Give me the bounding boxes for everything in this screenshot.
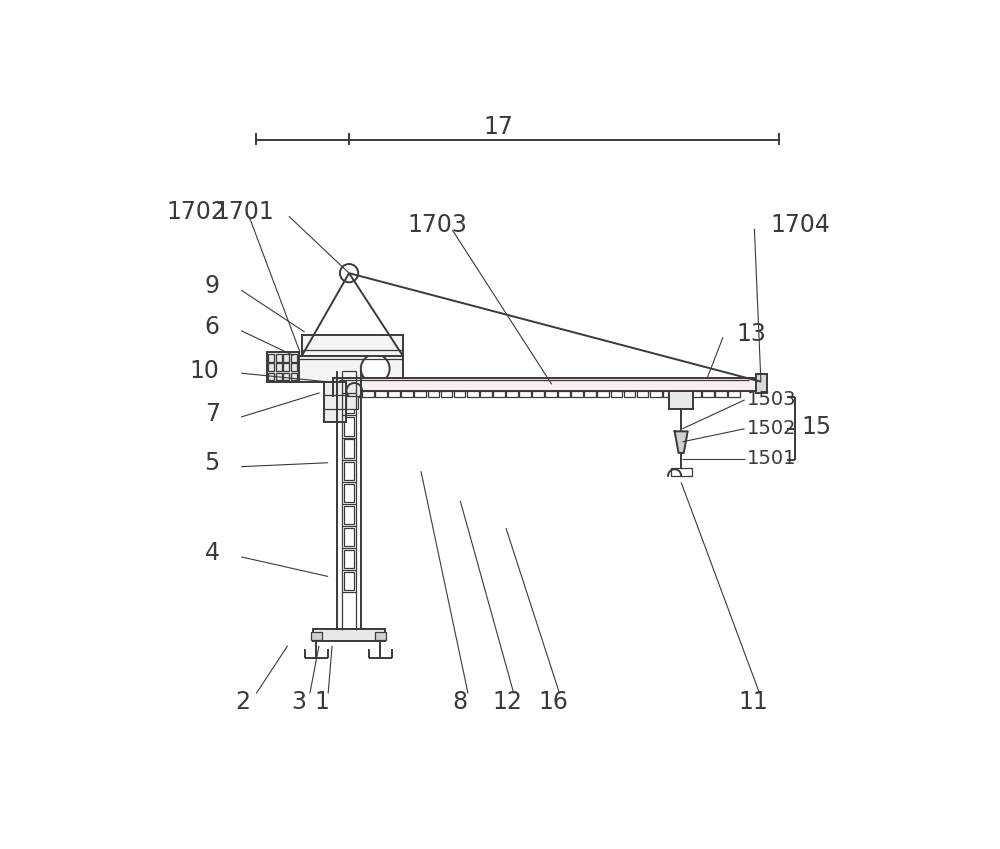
Bar: [276, 363, 282, 371]
Polygon shape: [675, 431, 688, 453]
Text: 16: 16: [538, 690, 568, 714]
Text: 1704: 1704: [771, 213, 831, 237]
Bar: [283, 373, 289, 380]
Bar: [756, 374, 767, 393]
Bar: [650, 391, 662, 397]
Bar: [333, 396, 345, 409]
Bar: [268, 373, 274, 380]
Bar: [428, 391, 439, 397]
Bar: [671, 468, 692, 475]
Bar: [375, 391, 387, 397]
Bar: [268, 354, 274, 362]
Text: 1: 1: [314, 690, 329, 714]
Bar: [532, 391, 544, 397]
Text: 17: 17: [483, 115, 513, 138]
Bar: [597, 391, 609, 397]
Bar: [584, 391, 596, 397]
Bar: [624, 391, 635, 397]
Bar: [313, 629, 385, 641]
Text: 13: 13: [736, 322, 766, 346]
Bar: [268, 363, 274, 371]
Bar: [571, 391, 583, 397]
Text: 9: 9: [205, 274, 220, 298]
Bar: [506, 391, 518, 397]
Bar: [493, 391, 505, 397]
Bar: [414, 391, 426, 397]
Bar: [637, 391, 648, 397]
Bar: [454, 391, 465, 397]
Bar: [344, 550, 354, 568]
Bar: [346, 396, 358, 409]
Bar: [467, 391, 479, 397]
Text: 12: 12: [492, 690, 522, 714]
Text: 1702: 1702: [166, 200, 226, 223]
Text: 5: 5: [204, 451, 220, 475]
Text: 1703: 1703: [407, 213, 467, 237]
Bar: [676, 391, 688, 397]
Bar: [702, 391, 714, 397]
Text: 6: 6: [205, 315, 220, 339]
Circle shape: [361, 354, 390, 383]
Bar: [291, 363, 297, 371]
Bar: [689, 391, 701, 397]
Text: 7: 7: [205, 402, 220, 426]
Bar: [283, 363, 289, 371]
Text: 1501: 1501: [747, 449, 796, 469]
Bar: [333, 378, 762, 391]
Bar: [519, 391, 531, 397]
Bar: [375, 632, 386, 640]
Bar: [344, 374, 354, 391]
Bar: [545, 391, 557, 397]
Bar: [283, 354, 289, 362]
Bar: [344, 484, 354, 502]
Bar: [344, 440, 354, 458]
Bar: [441, 391, 452, 397]
Bar: [344, 506, 354, 524]
Bar: [388, 391, 400, 397]
Text: 8: 8: [453, 690, 468, 714]
Bar: [311, 632, 322, 640]
Bar: [344, 462, 354, 480]
Bar: [669, 391, 693, 409]
Bar: [344, 396, 354, 413]
Bar: [324, 382, 346, 422]
Text: 11: 11: [738, 690, 768, 714]
Bar: [298, 356, 403, 382]
Bar: [276, 354, 282, 362]
Bar: [728, 391, 740, 397]
Text: 10: 10: [190, 359, 220, 383]
Bar: [401, 391, 413, 397]
Bar: [715, 391, 727, 397]
Text: 2: 2: [236, 690, 251, 714]
Bar: [344, 572, 354, 590]
Bar: [302, 335, 403, 356]
Bar: [276, 373, 282, 380]
Bar: [663, 391, 675, 397]
Bar: [344, 418, 354, 436]
Bar: [267, 351, 299, 382]
Circle shape: [340, 264, 358, 283]
Bar: [344, 528, 354, 546]
Text: 15: 15: [801, 415, 832, 440]
Bar: [362, 391, 374, 397]
Text: 3: 3: [291, 690, 306, 714]
Text: 1502: 1502: [747, 419, 796, 438]
Bar: [558, 391, 570, 397]
Bar: [291, 354, 297, 362]
Bar: [611, 391, 622, 397]
Circle shape: [346, 383, 362, 399]
Text: 1701: 1701: [214, 200, 274, 223]
Text: 4: 4: [205, 541, 220, 565]
Bar: [291, 373, 297, 380]
Text: 1503: 1503: [747, 391, 796, 409]
Bar: [480, 391, 492, 397]
